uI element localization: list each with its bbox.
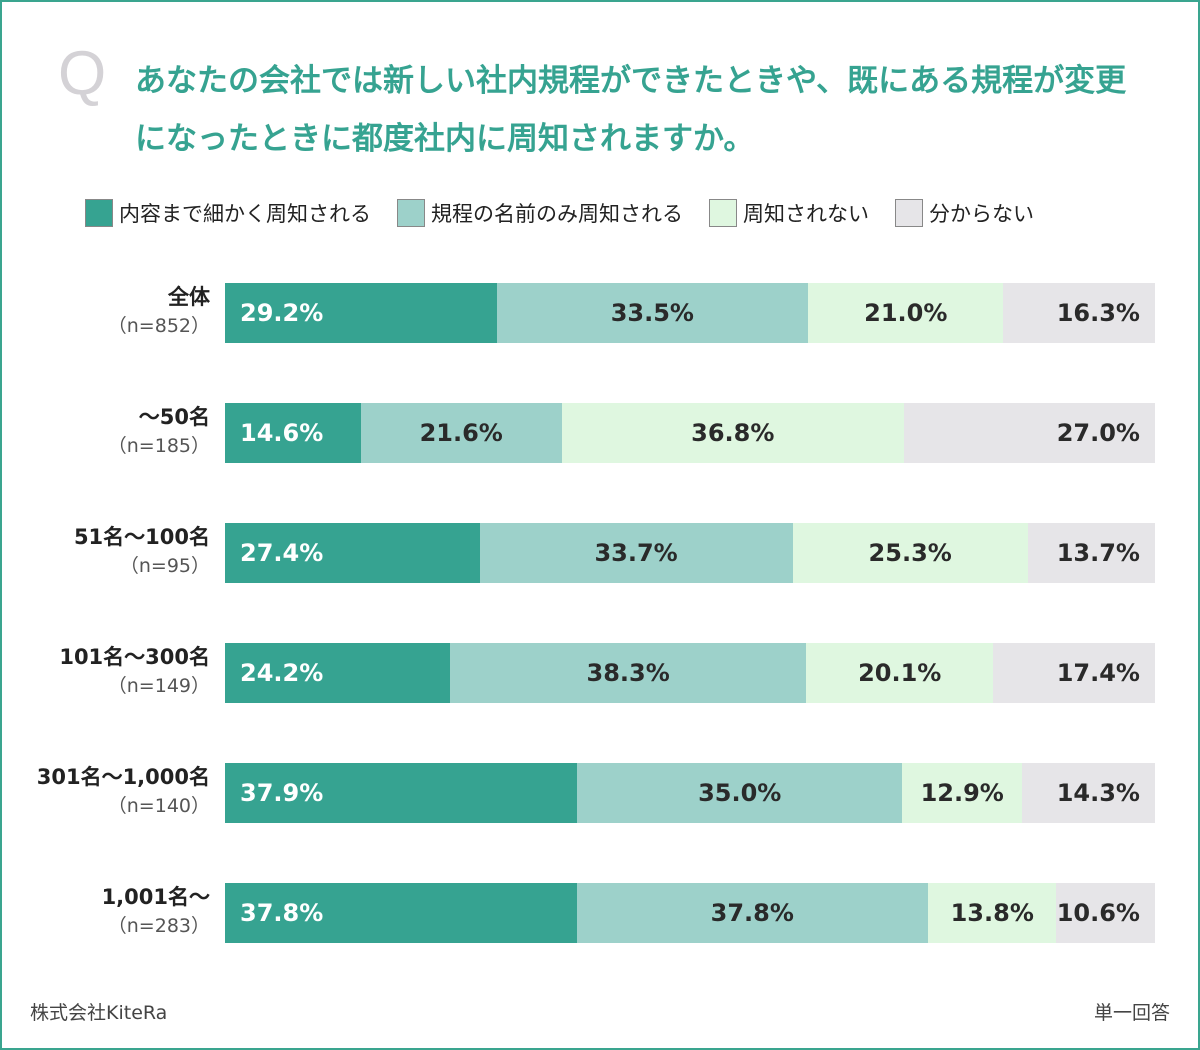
legend-swatch <box>397 199 425 227</box>
category-name: 全体 <box>168 285 210 309</box>
category-name: 〜50名 <box>138 405 210 429</box>
bar-segment: 33.5% <box>496 283 809 343</box>
question-mark: Q <box>58 39 107 108</box>
legend-label: 分からない <box>929 202 1034 226</box>
sample-size: （n=95） <box>119 555 210 577</box>
category-name: 1,001名〜 <box>101 885 210 909</box>
bar-segment: 14.3% <box>1022 763 1155 823</box>
bar-segment: 21.0% <box>808 283 1004 343</box>
chart-title: あなたの会社では新しい社内規程ができたときや、既にある規程が変更になったときに都… <box>135 63 1127 157</box>
bar-segment: 27.4% <box>225 523 480 583</box>
legend-swatch <box>709 199 737 227</box>
sample-size: （n=140） <box>107 795 210 817</box>
data-label: 37.8% <box>710 899 794 927</box>
category-name: 51名〜100名 <box>73 525 210 549</box>
stacked-bar: 37.8% 37.8% 13.8% 10.6% <box>225 883 1155 943</box>
legend-swatch <box>895 199 923 227</box>
legend-swatch <box>85 199 113 227</box>
data-label: 33.5% <box>610 299 694 327</box>
data-label: 33.7% <box>594 539 678 567</box>
data-label: 13.8% <box>950 899 1034 927</box>
data-label: 37.9% <box>240 779 324 807</box>
bar-segment: 37.9% <box>225 763 578 823</box>
company-name: 株式会社KiteRa <box>30 1002 168 1024</box>
data-label: 21.0% <box>864 299 948 327</box>
bar-segment: 35.0% <box>577 763 903 823</box>
bar-segment: 29.2% <box>225 283 497 343</box>
bar-segment: 21.6% <box>360 403 562 463</box>
answer-type: 単一回答 <box>1093 1002 1170 1024</box>
row-label: 51名〜100名 （n=95） <box>74 521 210 578</box>
data-label: 24.2% <box>240 659 324 687</box>
data-label: 13.7% <box>1056 539 1140 567</box>
row-label: 301名〜1,000名 （n=140） <box>37 761 210 818</box>
bar-segment: 36.8% <box>561 403 904 463</box>
bar-segment: 12.9% <box>902 763 1023 823</box>
bar-segment: 25.3% <box>792 523 1028 583</box>
legend-item: 内容まで細かく周知される <box>85 198 371 228</box>
bar-segment: 24.2% <box>225 643 451 703</box>
sample-size: （n=283） <box>107 915 210 937</box>
bar-segment: 33.7% <box>479 523 793 583</box>
data-label: 16.3% <box>1056 299 1140 327</box>
bar-segment: 38.3% <box>450 643 807 703</box>
bar-segment: 37.8% <box>225 883 577 943</box>
legend-label: 規程の名前のみ周知される <box>431 202 683 226</box>
bar-segment: 37.8% <box>576 883 929 943</box>
legend-item: 分からない <box>895 198 1034 228</box>
data-label: 36.8% <box>691 419 775 447</box>
category-name: 301名〜1,000名 <box>36 765 210 789</box>
row-label: 101名〜300名 （n=149） <box>59 641 210 698</box>
stacked-bar: 24.2% 38.3% 20.1% 17.4% <box>225 643 1155 703</box>
row-label: 〜50名 （n=185） <box>108 401 210 458</box>
stacked-bar: 37.9% 35.0% 12.9% 14.3% <box>225 763 1155 823</box>
bar-segment: 16.3% <box>1003 283 1155 343</box>
data-label: 25.3% <box>868 539 952 567</box>
data-label: 38.3% <box>586 659 670 687</box>
data-label: 21.6% <box>419 419 503 447</box>
data-label: 37.8% <box>240 899 324 927</box>
legend-label: 内容まで細かく周知される <box>119 202 371 226</box>
bar-segment: 17.4% <box>993 643 1155 703</box>
data-label: 35.0% <box>698 779 782 807</box>
bar-segment: 20.1% <box>806 643 994 703</box>
data-label: 27.4% <box>240 539 324 567</box>
row-label: 1,001名〜 （n=283） <box>102 881 210 938</box>
data-label: 20.1% <box>858 659 942 687</box>
stacked-bar: 14.6% 21.6% 36.8% 27.0% <box>225 403 1155 463</box>
data-label: 12.9% <box>920 779 1004 807</box>
sample-size: （n=185） <box>107 435 210 457</box>
legend-item: 周知されない <box>709 198 869 228</box>
bar-segment: 14.6% <box>225 403 361 463</box>
data-label: 17.4% <box>1056 659 1140 687</box>
bar-segment: 13.8% <box>928 883 1057 943</box>
legend-label: 周知されない <box>743 202 869 226</box>
data-label: 14.6% <box>240 419 324 447</box>
bar-segment: 10.6% <box>1056 883 1155 943</box>
bar-segment: 27.0% <box>903 403 1155 463</box>
row-label: 全体 （n=852） <box>108 281 210 338</box>
legend: 内容まで細かく周知される 規程の名前のみ周知される 周知されない 分からない <box>85 198 1034 228</box>
data-label: 14.3% <box>1056 779 1140 807</box>
data-label: 27.0% <box>1056 419 1140 447</box>
data-label: 29.2% <box>240 299 324 327</box>
sample-size: （n=852） <box>107 315 210 337</box>
sample-size: （n=149） <box>107 675 210 697</box>
stacked-bar: 27.4% 33.7% 25.3% 13.7% <box>225 523 1155 583</box>
category-name: 101名〜300名 <box>59 645 210 669</box>
data-label: 10.6% <box>1056 899 1140 927</box>
bar-segment: 13.7% <box>1027 523 1155 583</box>
legend-item: 規程の名前のみ周知される <box>397 198 683 228</box>
stacked-bar: 29.2% 33.5% 21.0% 16.3% <box>225 283 1155 343</box>
